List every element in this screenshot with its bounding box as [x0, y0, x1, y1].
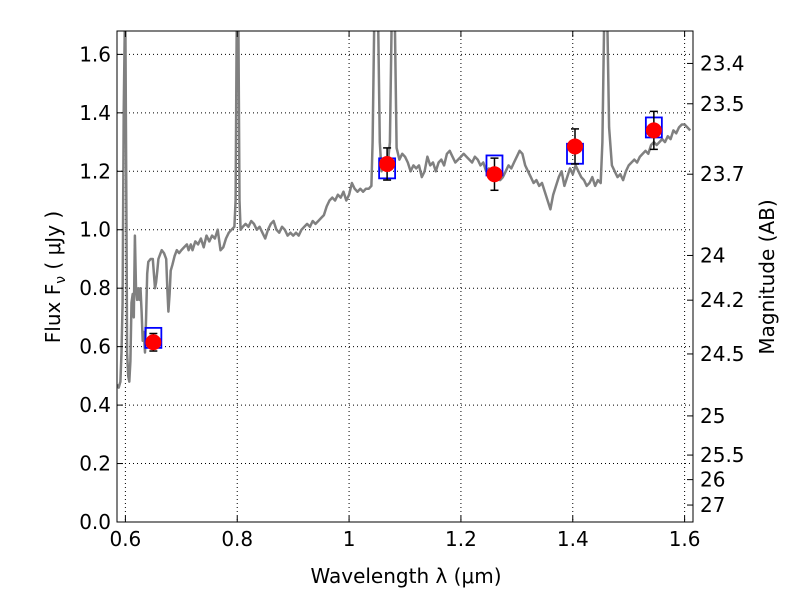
y-tick-label: 1.2 — [79, 159, 111, 183]
x-tick-label: 1.4 — [557, 527, 589, 551]
y-tick-label: 0.4 — [79, 393, 111, 417]
x-axis-label: Wavelength λ (μm) — [310, 564, 501, 588]
y-tick-label: 0.0 — [79, 510, 111, 534]
spectrum-line — [117, 31, 692, 389]
axis-ticks: 0.6 0.8 1 1.2 1.4 1.6 0.0 0.2 0.4 0.6 0.8 1.0 1.2 1.4… — [79, 31, 745, 551]
y2-axis-label: Magnitude (AB) — [755, 199, 779, 354]
grid-lines — [117, 31, 693, 523]
y2-tick-label: 23.4 — [700, 51, 745, 75]
x-tick-label: 1.6 — [669, 527, 701, 551]
y2-tick-label: 25 — [700, 404, 725, 428]
x-tick-label: 0.8 — [221, 527, 253, 551]
y2-tick-label: 24 — [700, 243, 725, 267]
y2-tick-label: 26 — [700, 468, 725, 492]
y-axis-label: Flux Fν ( μJy ) — [41, 211, 69, 343]
plot-data — [117, 31, 692, 389]
y2-tick-label: 23.7 — [700, 162, 745, 186]
y-axis-label-subscript: ν — [53, 276, 69, 284]
data-point — [645, 122, 662, 139]
data-point — [145, 334, 162, 351]
plot-frame — [116, 30, 694, 523]
y2-tick-label: 24.5 — [700, 342, 745, 366]
y2-tick-label: 25.5 — [700, 443, 745, 467]
x-tick-label: 0.6 — [109, 527, 141, 551]
data-point — [486, 166, 503, 183]
y2-tick-label: 23.5 — [700, 92, 745, 116]
y2-tick-label: 27 — [700, 493, 725, 517]
y-tick-label: 0.8 — [79, 276, 111, 300]
data-point — [379, 155, 396, 172]
y-axis-label-main: Flux F — [41, 284, 65, 343]
y-axis-label-unit: ( μJy ) — [41, 211, 65, 276]
y-tick-label: 1.0 — [79, 218, 111, 242]
y-tick-label: 0.6 — [79, 335, 111, 359]
data-point — [567, 138, 584, 155]
x-tick-label: 1 — [343, 527, 356, 551]
y-tick-label: 0.2 — [79, 452, 111, 476]
y2-tick-label: 24.2 — [700, 288, 745, 312]
y-tick-label: 1.6 — [79, 42, 111, 66]
x-tick-label: 1.2 — [445, 527, 477, 551]
y-tick-label: 1.4 — [79, 101, 111, 125]
